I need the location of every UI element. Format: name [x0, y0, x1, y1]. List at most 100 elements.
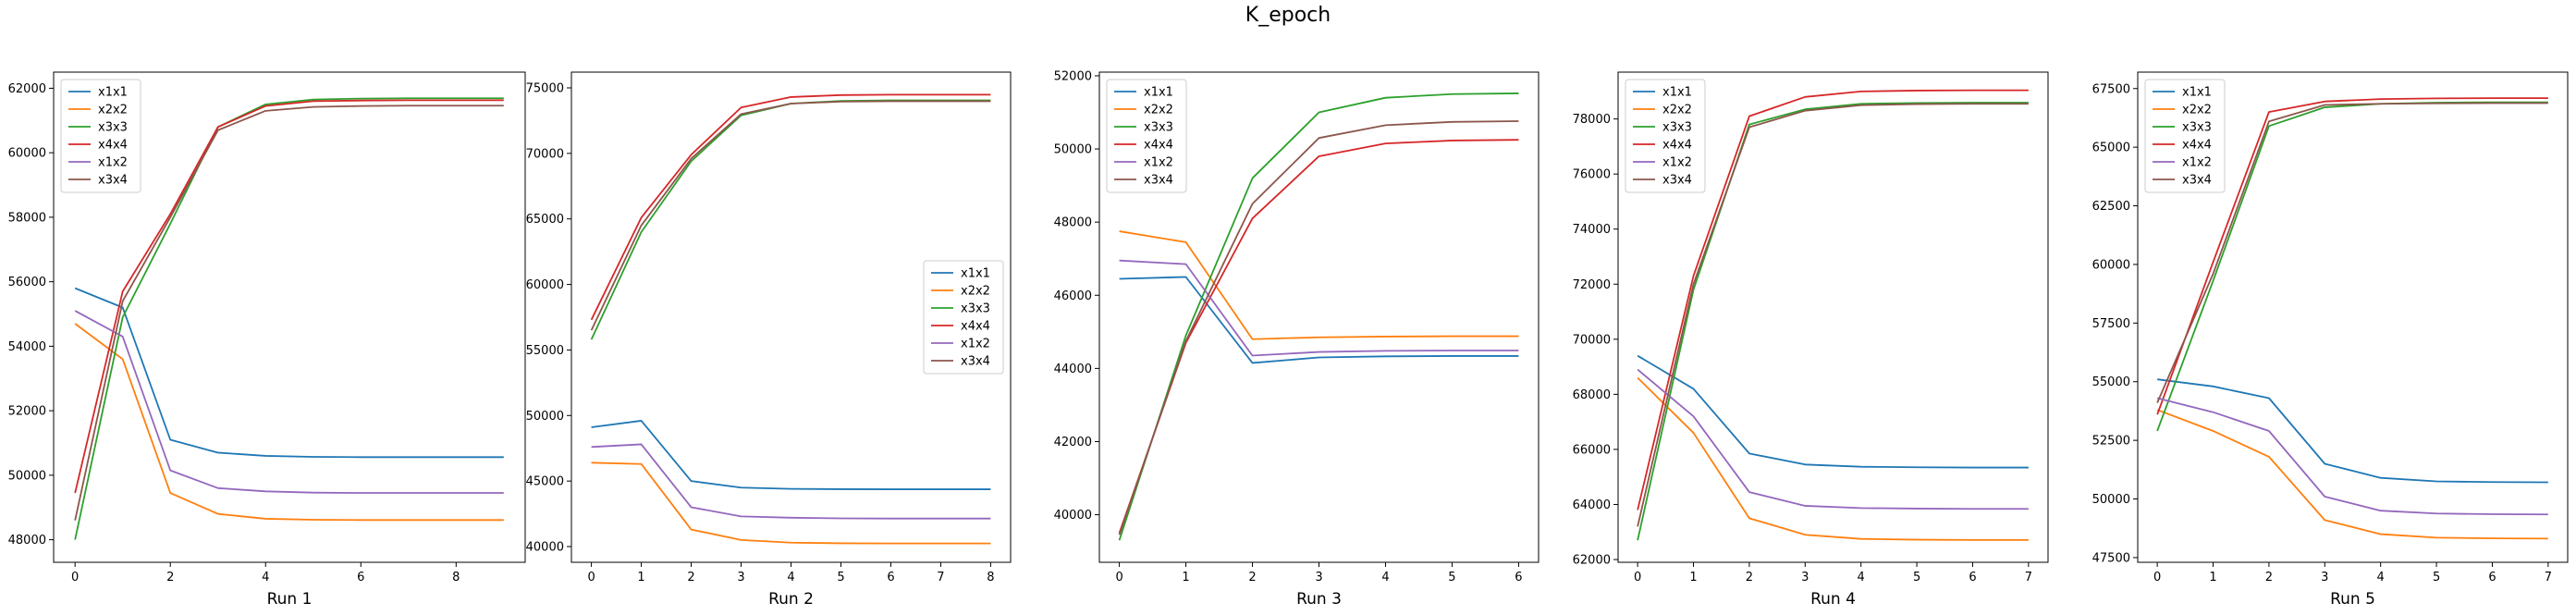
legend-label-x1x2: x1x2: [1662, 156, 1692, 170]
series-line-x3x4: [1118, 120, 1519, 535]
x-tick-label: 3: [1315, 571, 1322, 584]
y-tick-label: 72000: [1573, 278, 1611, 292]
x-tick-label: 4: [1381, 571, 1389, 584]
x-tick-label: 4: [787, 571, 794, 584]
series-line-x3x4: [2156, 102, 2548, 403]
legend-box: [1625, 79, 1706, 193]
y-tick-label: 58000: [8, 211, 46, 225]
legend-label-x4x4: x4x4: [1662, 139, 1692, 153]
legend-label-x3x3: x3x3: [1144, 121, 1173, 135]
x-tick-label: 8: [452, 571, 460, 584]
x-tick-label: 1: [637, 571, 644, 584]
legend-box: [60, 79, 141, 193]
legend-label-x1x1: x1x1: [961, 267, 990, 281]
y-tick-label: 40000: [1054, 509, 1092, 523]
x-tick-label: 4: [262, 571, 269, 584]
x-tick-label: 3: [2321, 571, 2328, 584]
x-axis-label: Run 5: [2330, 590, 2375, 609]
y-tick-label: 40000: [526, 540, 564, 554]
legend-label-x1x1: x1x1: [98, 86, 128, 100]
subplot-run-4: 0 1 2 3 4 5 6 7 62000 64000 66000 68000 70000 72000 74…: [1573, 71, 2049, 609]
legend-label-x1x2: x1x2: [98, 156, 128, 170]
y-tick-label: 76000: [1573, 168, 1611, 182]
legend-label-x4x4: x4x4: [1144, 139, 1173, 153]
y-tick-label: 78000: [1573, 113, 1611, 127]
series-line-x3x4: [590, 100, 991, 331]
y-tick-label: 44000: [1054, 363, 1092, 376]
series-line-x2x2: [1637, 376, 2029, 541]
y-tick-label: 65000: [2092, 141, 2130, 155]
legend-label-x2x2: x2x2: [2182, 104, 2212, 117]
x-axis-label: Run 3: [1296, 590, 1342, 609]
legend-label-x3x4: x3x4: [98, 174, 128, 188]
legend-label-x1x2: x1x2: [2182, 156, 2212, 170]
legend-label-x4x4: x4x4: [98, 139, 128, 153]
legend-label-x2x2: x2x2: [98, 104, 128, 117]
y-tick-label: 62000: [1573, 554, 1611, 568]
y-tick-label: 52000: [8, 405, 46, 419]
y-tick-label: 42000: [1054, 436, 1092, 449]
x-axis-label: Run 4: [1810, 590, 1856, 609]
x-tick-label: 7: [2545, 571, 2552, 584]
y-tick-label: 64000: [1573, 498, 1611, 512]
x-tick-label: 0: [587, 571, 595, 584]
y-tick-label: 62000: [8, 82, 46, 96]
x-tick-label: 8: [987, 571, 994, 584]
series-line-x1x2: [591, 443, 991, 520]
legend-label-x3x4: x3x4: [1144, 174, 1173, 188]
subplot-run-3: 0 1 2 3 4 5 6 40000 42000 44000 46000 48000 50000 520…: [1054, 69, 1539, 609]
series-line-x3x3: [74, 97, 504, 540]
legend-label-x3x3: x3x3: [961, 302, 990, 316]
x-tick-label: 5: [837, 571, 844, 584]
y-tick-label: 55000: [2092, 375, 2130, 389]
series-line-x1x1: [591, 420, 991, 490]
series-line-x1x1: [74, 287, 504, 459]
y-tick-label: 55000: [526, 344, 564, 358]
legend-box: [1106, 79, 1187, 193]
legend-label-x2x2: x2x2: [1662, 104, 1692, 117]
legend: x1x1 x2x2 x3x3 x4x4 x1x2 x3x4: [60, 79, 141, 193]
y-tick-label: 60000: [526, 278, 564, 292]
x-tick-label: 6: [2488, 571, 2496, 584]
series-line-x2x2: [74, 323, 504, 522]
x-tick-label: 1: [2209, 571, 2216, 584]
y-tick-label: 68000: [1573, 388, 1611, 402]
series-line-x1x2: [1119, 259, 1519, 357]
legend-label-x1x1: x1x1: [2182, 86, 2212, 100]
axes-frame: [1098, 71, 1539, 563]
series-line-x2x2: [2156, 409, 2548, 540]
legend-label-x1x1: x1x1: [1144, 86, 1173, 100]
subplot-run-1: 0 2 4 6 8 48000 50000 52000 54000 56000 58000 60000…: [8, 71, 526, 609]
legend-box: [2144, 79, 2226, 193]
legend-label-x2x2: x2x2: [961, 285, 990, 299]
x-tick-label: 1: [1182, 571, 1189, 584]
x-tick-label: 5: [2433, 571, 2440, 584]
legend-label-x2x2: x2x2: [1144, 104, 1173, 117]
series-line-x3x4: [74, 105, 504, 521]
x-tick-label: 3: [737, 571, 744, 584]
y-tick-label: 70000: [1573, 333, 1611, 347]
y-tick-label: 46000: [1054, 289, 1092, 303]
legend-box: [923, 260, 1004, 375]
legend-label-x1x2: x1x2: [1144, 156, 1173, 170]
x-tick-label: 0: [1115, 571, 1122, 584]
series-line-x3x4: [1637, 103, 2029, 527]
legend: x1x1 x2x2 x3x3 x4x4 x1x2 x3x4: [1106, 79, 1187, 193]
legend-label-x3x4: x3x4: [961, 355, 990, 369]
series-line-x1x2: [2156, 397, 2548, 516]
y-tick-label: 52000: [1054, 69, 1092, 83]
figure-title: K_epoch: [1245, 4, 1331, 27]
x-tick-label: 6: [357, 571, 364, 584]
y-tick-label: 54000: [8, 340, 46, 354]
y-tick-label: 60000: [8, 147, 46, 161]
x-axis-label: Run 1: [267, 590, 313, 609]
x-tick-label: 2: [2265, 571, 2273, 584]
x-tick-label: 0: [2153, 571, 2161, 584]
series-line-x1x1: [1637, 354, 2029, 469]
x-tick-label: 5: [1448, 571, 1455, 584]
series-line-x3x3: [1637, 102, 2029, 541]
series-line-x4x4: [1637, 89, 2029, 510]
y-tick-label: 52500: [2092, 435, 2130, 449]
y-tick-label: 65000: [526, 213, 564, 227]
x-tick-label: 4: [2377, 571, 2385, 584]
